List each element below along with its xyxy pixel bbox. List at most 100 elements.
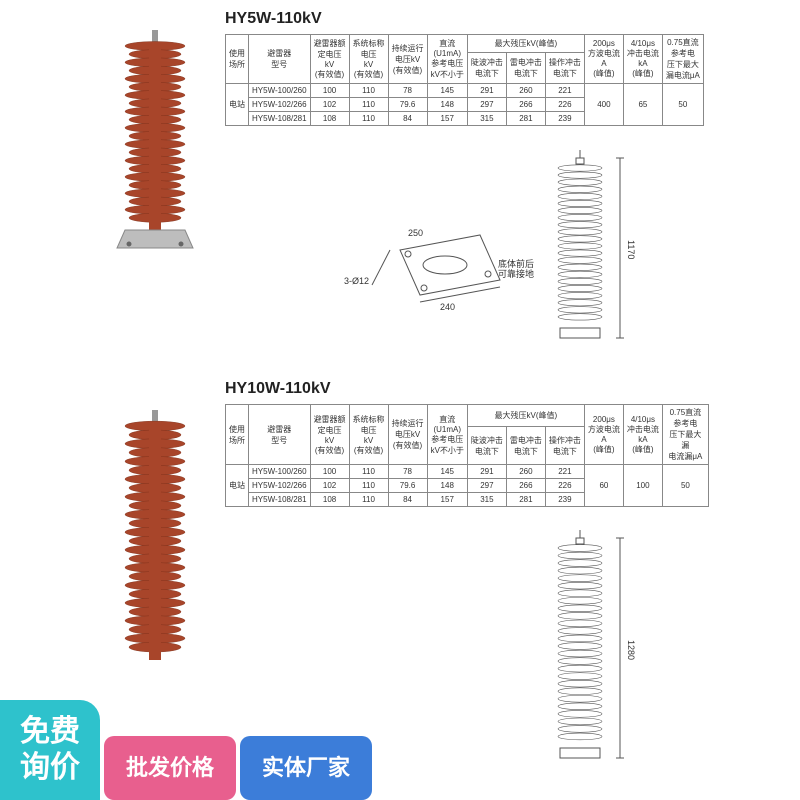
cell: 226: [545, 98, 584, 112]
arrester-image-left-1: [115, 30, 195, 250]
col-sub: 陡波冲击 电流下: [467, 427, 506, 465]
cell: 145: [427, 84, 467, 98]
spec-table-hy10w: 使用 场所避雷器 型号避雷器额 定电压 kV (有效值)系统标称 电压 kV (…: [225, 404, 709, 507]
col-header: 0.75直流 参考电 压下最大漏 电流漏μA: [662, 405, 708, 465]
cell: 110: [349, 112, 388, 126]
cell: HY5W-100/260: [249, 84, 311, 98]
cell-tail: 60: [584, 465, 623, 507]
col-header: 直流 (U1mA) 参考电压 kV不小于: [427, 405, 467, 465]
col-header: 使用 场所: [226, 35, 249, 84]
col-header: 系统标称 电压 kV (有效值): [349, 35, 388, 84]
base-note: 底体前后 可靠接地: [498, 260, 538, 280]
cell: 281: [506, 112, 545, 126]
cell: 102: [310, 479, 349, 493]
cell: HY5W-100/260: [249, 465, 311, 479]
col-header: 避雷器 型号: [249, 35, 311, 84]
badge-group: 免费 询价 批发价格 实体厂家: [0, 700, 372, 800]
cell: 100: [310, 84, 349, 98]
cell: 84: [388, 493, 427, 507]
col-header: 200μs 方波电流 A (峰值): [584, 35, 623, 84]
col-header: 避雷器 型号: [249, 405, 311, 465]
col-header: 使用 场所: [226, 405, 249, 465]
dim-height-1: 1170: [626, 240, 636, 259]
cell: 110: [349, 98, 388, 112]
cell: 78: [388, 465, 427, 479]
col-header: 直流 (U1mA) 参考电压 kV不小于: [427, 35, 467, 84]
badge-factory[interactable]: 实体厂家: [240, 736, 372, 800]
col-header: 4/10μs 冲击电流 kA (峰值): [623, 35, 662, 84]
badge-wholesale[interactable]: 批发价格: [104, 736, 236, 800]
cell: HY5W-102/266: [249, 98, 311, 112]
cell: 79.6: [388, 479, 427, 493]
col-header: 0.75直流 参考电 压下最大 漏电流μA: [662, 35, 703, 84]
cell: 221: [545, 84, 584, 98]
title-hy5w: HY5W-110kV: [225, 10, 322, 28]
col-sub: 雷电冲击 电流下: [506, 427, 545, 465]
cell: 297: [467, 98, 506, 112]
col-sub: 操作冲击 电流下: [545, 53, 584, 84]
col-header: 系统标称 电压 kV (有效值): [349, 405, 388, 465]
dim-base-hole: 3-Ø12: [344, 276, 369, 286]
col-header: 持续运行 电压kV (有效值): [388, 405, 427, 465]
col-sub: 陡波冲击 电流下: [467, 53, 506, 84]
cell: 145: [427, 465, 467, 479]
col-header: 200μs 方波电流 A (峰值): [584, 405, 623, 465]
col-residual: 最大残压kV(峰值): [467, 35, 584, 53]
cell: 239: [545, 493, 584, 507]
title-hy10w: HY10W-110kV: [225, 380, 331, 398]
cell: 260: [506, 84, 545, 98]
arrester-image-left-2: [115, 410, 195, 670]
arrester-diagram-right-2: 1280: [540, 530, 660, 770]
col-header: 持续运行 电压kV (有效值): [388, 35, 427, 84]
cell: 291: [467, 465, 506, 479]
cell: 110: [349, 479, 388, 493]
col-header: 避雷器额 定电压 kV (有效值): [310, 35, 349, 84]
cell: 315: [467, 493, 506, 507]
col-header: 4/10μs 冲击电流 kA (峰值): [623, 405, 662, 465]
cell: 226: [545, 479, 584, 493]
cell: 281: [506, 493, 545, 507]
cell: 157: [427, 493, 467, 507]
cell: 108: [310, 112, 349, 126]
cell: 266: [506, 479, 545, 493]
cell: HY5W-108/281: [249, 112, 311, 126]
dim-base-width: 240: [440, 302, 455, 312]
badge-cyan-line2: 询价: [20, 750, 80, 786]
cell-tail: 50: [662, 84, 703, 126]
cell-place: 电站: [226, 465, 249, 507]
cell-tail: 400: [584, 84, 623, 126]
cell-place: 电站: [226, 84, 249, 126]
cell-tail: 100: [623, 465, 662, 507]
badge-cyan-line1: 免费: [20, 714, 80, 750]
col-header: 避雷器额 定电压 kV (有效值): [310, 405, 349, 465]
cell: 297: [467, 479, 506, 493]
cell: 148: [427, 479, 467, 493]
cell: 78: [388, 84, 427, 98]
cell: 148: [427, 98, 467, 112]
cell: 102: [310, 98, 349, 112]
cell: 100: [310, 465, 349, 479]
cell: 260: [506, 465, 545, 479]
cell: 110: [349, 84, 388, 98]
col-sub: 操作冲击 电流下: [545, 427, 584, 465]
cell: HY5W-102/266: [249, 479, 311, 493]
cell: 291: [467, 84, 506, 98]
badge-free-quote[interactable]: 免费 询价: [0, 700, 100, 800]
col-sub: 雷电冲击 电流下: [506, 53, 545, 84]
cell: HY5W-108/281: [249, 493, 311, 507]
cell: 157: [427, 112, 467, 126]
base-diagram-1: 240 250 3-Ø12 底体前后 可靠接地: [370, 230, 510, 335]
cell: 110: [349, 465, 388, 479]
cell-tail: 50: [662, 465, 708, 507]
cell: 315: [467, 112, 506, 126]
cell: 221: [545, 465, 584, 479]
cell: 108: [310, 493, 349, 507]
dim-base-side: 250: [408, 228, 423, 238]
cell: 266: [506, 98, 545, 112]
cell-tail: 65: [623, 84, 662, 126]
arrester-diagram-right-1: 1170: [540, 150, 660, 350]
cell: 239: [545, 112, 584, 126]
cell: 84: [388, 112, 427, 126]
cell: 79.6: [388, 98, 427, 112]
dim-height-2: 1280: [626, 640, 636, 660]
